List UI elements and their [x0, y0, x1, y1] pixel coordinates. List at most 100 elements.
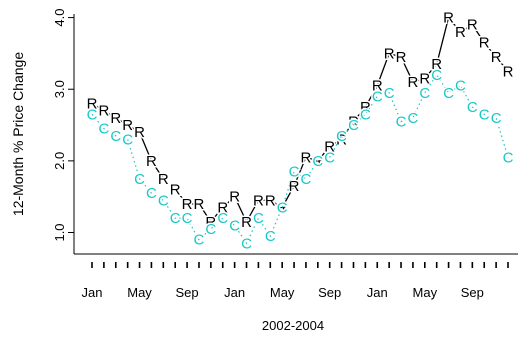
point-marker-halo: C — [170, 210, 181, 227]
point-marker: C — [348, 117, 359, 134]
point-marker-halo: C — [491, 110, 502, 127]
point-marker-halo: C — [265, 228, 276, 245]
point-marker: C — [122, 131, 133, 148]
point-marker-halo: C — [146, 185, 157, 202]
x-tick-label: Jan — [82, 285, 103, 300]
point-marker: R — [431, 56, 442, 73]
point-marker: R — [170, 182, 181, 199]
point-marker: R — [479, 35, 490, 52]
point-marker-halo: R — [170, 182, 181, 199]
point-marker-halo: C — [87, 106, 98, 123]
point-marker: C — [205, 221, 216, 238]
point-marker: C — [324, 149, 335, 166]
point-marker: C — [467, 99, 478, 116]
point-marker-halo: C — [384, 85, 395, 102]
point-marker: R — [467, 17, 478, 34]
point-marker: R — [110, 110, 121, 127]
point-marker-halo: R — [491, 49, 502, 66]
point-marker: C — [229, 217, 240, 234]
point-marker: R — [229, 189, 240, 206]
point-marker: C — [194, 232, 205, 249]
point-marker: C — [491, 110, 502, 127]
point-marker-halo: R — [372, 78, 383, 95]
point-marker-halo: R — [182, 196, 193, 213]
point-marker-halo: C — [431, 67, 442, 84]
point-marker-halo: R — [98, 103, 109, 120]
point-marker-halo: C — [205, 221, 216, 238]
point-marker-halo: R — [419, 70, 430, 87]
point-marker-halo: C — [229, 217, 240, 234]
point-marker: C — [431, 67, 442, 84]
point-marker: C — [170, 210, 181, 227]
point-marker-halo: R — [205, 214, 216, 231]
x-axis-label: 2002-2004 — [262, 318, 324, 333]
point-marker-halo: C — [134, 171, 145, 188]
point-marker: C — [301, 171, 312, 188]
y-ticks: 1.0 2.0 3.0 4.0 — [52, 9, 74, 242]
point-marker-halo: R — [384, 45, 395, 62]
point-marker-halo: R — [217, 199, 228, 216]
point-marker-halo: C — [158, 192, 169, 209]
point-marker-halo: C — [348, 117, 359, 134]
point-marker: R — [419, 70, 430, 87]
point-marker-halo: C — [324, 149, 335, 166]
point-marker-halo: R — [134, 124, 145, 141]
point-marker: C — [277, 199, 288, 216]
point-marker-halo: C — [407, 110, 418, 127]
point-marker: R — [205, 214, 216, 231]
point-marker-halo: C — [372, 88, 383, 105]
point-marker: C — [253, 210, 264, 227]
x-tick-label: May — [413, 285, 438, 300]
point-marker: C — [289, 164, 300, 181]
point-marker: R — [443, 10, 454, 27]
point-marker-halo: C — [503, 149, 514, 166]
point-marker: R — [87, 96, 98, 113]
x-tick-label: May — [270, 285, 295, 300]
point-marker-halo: C — [182, 210, 193, 227]
point-marker: C — [443, 85, 454, 102]
point-marker-halo: C — [336, 128, 347, 145]
point-marker-halo: R — [479, 35, 490, 52]
x-tick-label: Jan — [367, 285, 388, 300]
x-tick-label: Sep — [318, 285, 341, 300]
y-tick-label: 3.0 — [52, 80, 67, 98]
point-marker: R — [360, 99, 371, 116]
point-marker: C — [360, 106, 371, 123]
point-marker: R — [384, 45, 395, 62]
point-marker-halo: C — [122, 131, 133, 148]
point-marker-halo: R — [348, 113, 359, 130]
point-marker: R — [146, 153, 157, 170]
point-marker-halo: R — [87, 96, 98, 113]
point-marker: R — [491, 49, 502, 66]
point-marker: R — [241, 214, 252, 231]
point-marker-halo: R — [277, 199, 288, 216]
point-marker: R — [217, 199, 228, 216]
point-marker: C — [407, 110, 418, 127]
point-marker-halo: C — [396, 113, 407, 130]
axes — [73, 14, 518, 255]
point-marker: R — [372, 78, 383, 95]
point-marker-halo: C — [289, 164, 300, 181]
point-marker: C — [110, 128, 121, 145]
x-ticks: Jan May Sep Jan May Sep Jan May Sep — [82, 262, 509, 300]
point-marker-halo: R — [396, 49, 407, 66]
point-marker: C — [336, 128, 347, 145]
point-marker: C — [384, 85, 395, 102]
point-marker-halo: C — [301, 171, 312, 188]
point-marker-halo: R — [265, 192, 276, 209]
point-marker: R — [289, 178, 300, 195]
point-marker-halo: R — [241, 214, 252, 231]
point-marker-halo: C — [360, 106, 371, 123]
point-marker: R — [134, 124, 145, 141]
point-marker-halo: R — [194, 196, 205, 213]
point-marker: R — [396, 49, 407, 66]
point-marker-halo: C — [312, 153, 323, 170]
point-marker-halo: R — [455, 24, 466, 41]
point-marker: C — [372, 88, 383, 105]
point-marker: C — [419, 85, 430, 102]
point-marker: R — [348, 113, 359, 130]
point-marker: C — [479, 106, 490, 123]
point-marker: R — [158, 171, 169, 188]
